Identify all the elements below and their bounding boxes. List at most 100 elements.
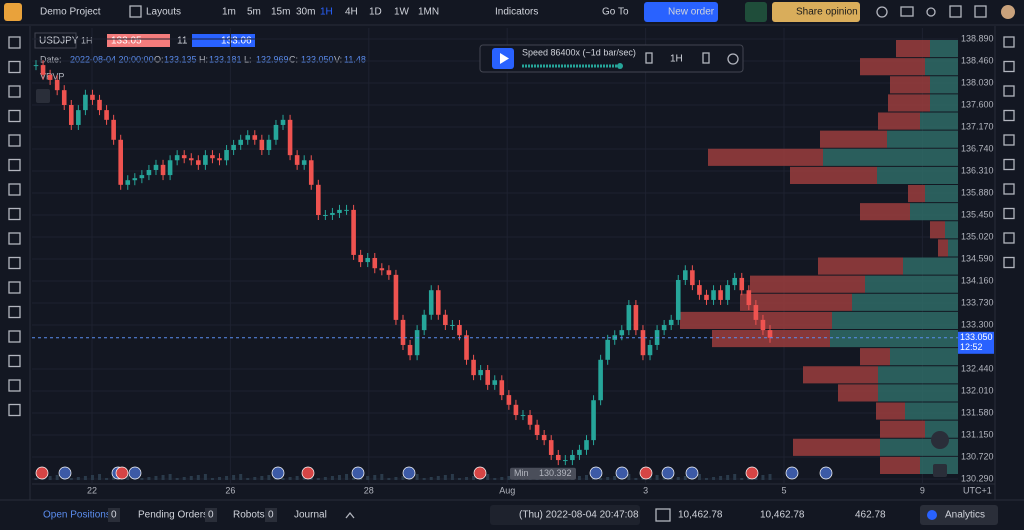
bid-box[interactable] [107,34,170,47]
settings-icon[interactable] [949,5,962,18]
project[interactable]: Demo Project [40,7,101,18]
analytics-button[interactable] [920,505,998,525]
timeframe[interactable]: 1MN [418,7,439,18]
robots[interactable]: Robots [233,510,265,521]
go-to[interactable]: Go To [602,7,629,18]
interval[interactable]: 1H [81,35,93,45]
ask[interactable]: 133.06 [221,36,252,47]
side-icon[interactable] [1003,158,1015,171]
tool-icon[interactable] [8,256,21,270]
min-value: 130.392 [539,468,572,478]
camera-icon[interactable] [900,6,914,17]
tool-icon[interactable] [8,281,21,294]
new-order-button[interactable] [644,2,718,22]
event-flag[interactable] [639,466,653,480]
event-flag[interactable] [785,466,799,480]
tool-icon[interactable] [8,305,21,319]
pending-orders[interactable]: Pending Orders [138,510,208,521]
candle-body [584,440,589,450]
gift-button[interactable] [745,2,767,22]
share-icon[interactable] [926,7,936,17]
tool-icon[interactable] [8,403,21,417]
timeframe[interactable]: 4H [345,7,358,18]
analytics-icon[interactable] [927,510,937,520]
symbol-box[interactable] [34,32,77,49]
event-flag[interactable] [115,466,129,480]
event-flag[interactable] [589,466,603,480]
side-icon[interactable] [1003,60,1015,73]
open-positions[interactable]: Open Positions [43,510,111,521]
volume-bar [210,478,214,480]
event-flag[interactable] [745,466,759,480]
analytics[interactable]: Analytics [945,510,985,521]
layouts[interactable]: Layouts [146,7,181,18]
symbol[interactable]: USDJPY [39,36,79,47]
tool-icon[interactable] [8,109,21,123]
fullscreen-icon[interactable] [974,5,987,18]
collapse-button[interactable] [36,89,50,103]
tool-icon[interactable] [8,85,21,98]
event-flag[interactable] [128,466,142,480]
bid[interactable]: 133.05 [111,36,142,47]
timezone[interactable]: UTC+1 [963,485,992,495]
search-icon[interactable] [876,6,888,18]
event-flag[interactable] [819,466,833,480]
timeframe[interactable]: 5m [247,7,261,18]
event-flag[interactable] [661,466,675,480]
scroll-button[interactable] [931,431,949,449]
side-icon[interactable] [1003,36,1015,48]
ask-box[interactable] [192,34,255,47]
side-icon[interactable] [1003,232,1015,244]
timeframe[interactable]: 15m [271,7,290,18]
step-back-icon[interactable] [645,52,653,64]
event-flag[interactable] [58,466,72,480]
expand-icon[interactable] [345,511,355,519]
avatar[interactable] [1001,5,1015,19]
auto-scale-button[interactable] [933,464,947,477]
event-flag[interactable] [271,466,285,480]
journal[interactable]: Journal [294,510,327,521]
play-icon[interactable] [500,53,509,64]
tool-icon[interactable] [8,158,21,172]
timeframe[interactable]: 1W [394,7,410,18]
timeframe[interactable]: 1D [369,7,382,18]
timeframe[interactable]: 30m [296,7,315,18]
side-icon[interactable] [1003,134,1015,146]
slider-knob[interactable] [617,63,623,69]
side-icon[interactable] [1003,183,1015,195]
tool-icon[interactable] [8,60,21,74]
timeframe[interactable]: 1m [222,7,236,18]
tool-icon[interactable] [8,330,21,343]
candle-body [125,180,131,185]
tool-icon[interactable] [8,379,21,392]
tool-icon[interactable] [8,207,21,221]
tool-icon[interactable] [8,354,21,368]
share-button[interactable] [772,2,860,22]
tool-icon[interactable] [8,36,21,49]
side-icon[interactable] [1003,207,1015,220]
tool-icon[interactable] [8,183,21,196]
event-flag[interactable] [35,466,49,480]
event-flag[interactable] [351,466,365,480]
layouts-icon[interactable] [129,5,142,18]
profile-buy [910,203,958,221]
side-icon[interactable] [1003,256,1015,269]
side-icon[interactable] [1003,109,1015,122]
new-order[interactable]: New order [668,7,715,18]
event-flag[interactable] [615,466,629,480]
indicators[interactable]: Indicators [495,7,538,18]
tool-icon[interactable] [8,232,21,245]
timeframe[interactable]: 1H [320,7,333,18]
event-flag[interactable] [473,466,487,480]
side-icon[interactable] [1003,85,1015,97]
exit-replay-icon[interactable] [727,53,739,65]
count-box [265,508,277,522]
event-flag[interactable] [301,466,315,480]
tool-icon[interactable] [8,134,21,147]
event-flag[interactable] [402,466,416,480]
share-opinion[interactable]: Share opinion [796,7,858,18]
replay-interval[interactable]: 1H [670,54,683,65]
event-flag[interactable] [685,466,699,480]
candle-body [224,150,229,161]
step-forward-icon[interactable] [702,52,710,64]
